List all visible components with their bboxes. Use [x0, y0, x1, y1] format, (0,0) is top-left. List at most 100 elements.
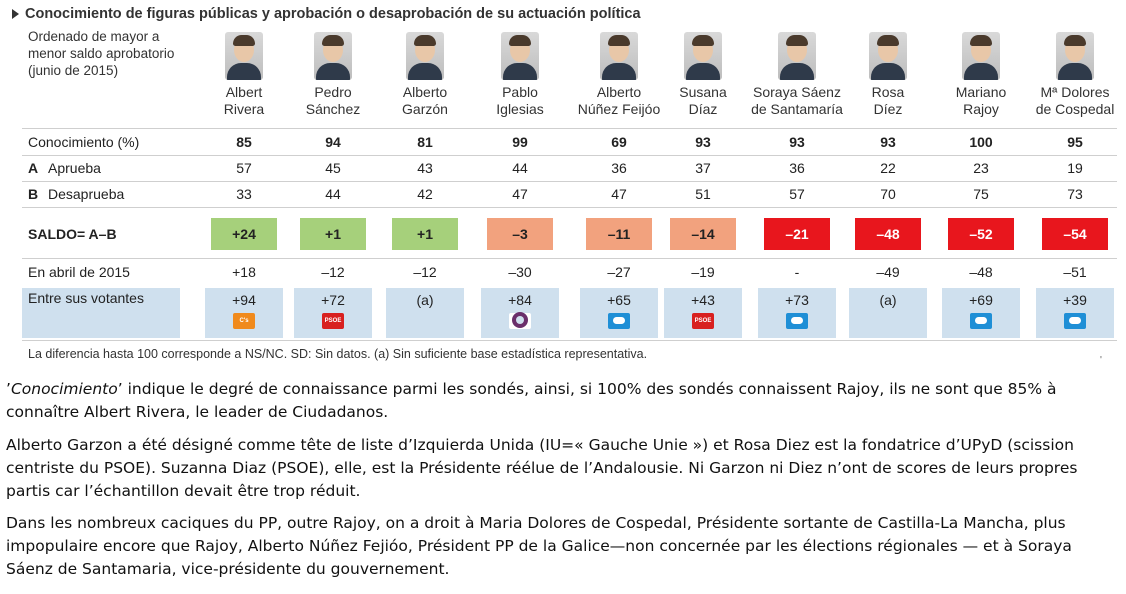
voters-value: +39 — [1063, 292, 1087, 308]
voters-label-band — [22, 288, 180, 338]
politician-header: Alberto Garzón — [377, 32, 473, 118]
politician-last-name: de Cospedal — [1035, 101, 1115, 117]
disapprove-value: 75 — [973, 186, 989, 202]
disapprove-value: 47 — [512, 186, 528, 202]
knowledge-label: Conocimiento (%) — [28, 134, 140, 150]
approve-letter: A — [28, 160, 39, 176]
knowledge-value: 94 — [325, 134, 341, 150]
disapprove-value: 47 — [611, 186, 627, 202]
knowledge-value: 93 — [880, 134, 896, 150]
disapprove-value: 42 — [417, 186, 433, 202]
disapprove-text: Desaprueba — [48, 186, 125, 202]
voters-value: +94 — [232, 292, 256, 308]
voters-cell: (a) — [386, 288, 464, 338]
politician-last-name: Sánchez — [305, 101, 361, 117]
politician-header: Soraya Sáenz de Santamaría — [749, 32, 845, 118]
figure-footnote: La diferencia hasta 100 corresponde a NS… — [28, 347, 648, 361]
april-saldo-value: –49 — [876, 264, 900, 280]
approve-value: 44 — [512, 160, 528, 176]
portrait-photo — [600, 32, 638, 80]
politician-last-name: Rivera — [223, 101, 265, 117]
portrait-photo — [1056, 32, 1094, 80]
disapprove-value: 73 — [1067, 186, 1083, 202]
triangle-bullet-icon — [12, 9, 19, 19]
disapprove-label: B Desaprueba — [28, 186, 124, 202]
pp-logo — [970, 313, 992, 329]
politician-first-name: Mariano — [955, 84, 1007, 100]
approve-label: A Aprueba — [28, 160, 101, 176]
comment-paragraph-2: Alberto Garzon a été désigné comme tête … — [6, 436, 1078, 500]
politician-first-name: Pedro — [314, 84, 352, 100]
politician-first-name: Albert — [225, 84, 263, 100]
portrait-photo — [406, 32, 444, 80]
corner-mark: ' — [1100, 355, 1102, 366]
podemos-logo — [509, 312, 531, 329]
voters-value: (a) — [879, 292, 897, 308]
politician-last-name: Iglesias — [496, 101, 544, 117]
knowledge-value: 69 — [611, 134, 627, 150]
april-label: En abril de 2015 — [28, 264, 130, 280]
comment-p1-text: ’ indique le degré de connaissance parmi… — [6, 380, 1057, 421]
saldo-value: –11 — [586, 218, 652, 250]
april-saldo-value: –30 — [508, 264, 532, 280]
voters-cell: +94 C's — [205, 288, 283, 338]
psoe-logo: PSOE — [322, 313, 344, 329]
politician-header: Pablo Iglesias — [472, 32, 568, 118]
politician-header: Alberto Núñez Feijóo — [571, 32, 667, 118]
disapprove-value: 44 — [325, 186, 341, 202]
politician-first-name: Susana — [679, 84, 727, 100]
voters-value: (a) — [416, 292, 434, 308]
saldo-value: +24 — [211, 218, 277, 250]
voters-cell: +65 — [580, 288, 658, 338]
saldo-value: –54 — [1042, 218, 1108, 250]
disapprove-value: 70 — [880, 186, 896, 202]
saldo-value: –52 — [948, 218, 1014, 250]
approve-value: 43 — [417, 160, 433, 176]
portrait-photo — [962, 32, 1000, 80]
portrait-photo — [684, 32, 722, 80]
voters-value: +84 — [508, 292, 532, 308]
april-saldo-value: –48 — [969, 264, 993, 280]
april-saldo-value: +18 — [232, 264, 256, 280]
portrait-photo — [225, 32, 263, 80]
politician-first-name: Alberto — [402, 84, 448, 100]
saldo-value: +1 — [392, 218, 458, 250]
approve-value: 19 — [1067, 160, 1083, 176]
poll-figure: Conocimiento de figuras públicas y aprob… — [12, 6, 1123, 366]
voters-cell: +69 — [942, 288, 1020, 338]
saldo-value: –21 — [764, 218, 830, 250]
politician-first-name: Alberto — [596, 84, 642, 100]
politician-header: Pedro Sánchez — [285, 32, 381, 118]
april-saldo-value: –27 — [607, 264, 631, 280]
figure-title: Conocimiento de figuras públicas y aprob… — [12, 6, 641, 22]
psoe-logo: PSOE — [692, 313, 714, 329]
knowledge-value: 99 — [512, 134, 528, 150]
portrait-photo — [869, 32, 907, 80]
approve-value: 36 — [789, 160, 805, 176]
disapprove-value: 57 — [789, 186, 805, 202]
voters-value: +69 — [969, 292, 993, 308]
voters-cell: +43 PSOE — [664, 288, 742, 338]
approve-value: 45 — [325, 160, 341, 176]
saldo-value: –14 — [670, 218, 736, 250]
pp-logo — [1064, 313, 1086, 329]
april-saldo-value: - — [794, 264, 800, 280]
approve-value: 37 — [695, 160, 711, 176]
row-divider — [22, 207, 1117, 208]
politician-last-name: de Santamaría — [751, 101, 843, 117]
pp-logo — [608, 313, 630, 329]
knowledge-value: 81 — [417, 134, 433, 150]
politician-last-name: Díaz — [688, 101, 718, 117]
politician-header: Mª Dolores de Cospedal — [1027, 32, 1123, 118]
saldo-value: –48 — [855, 218, 921, 250]
april-saldo-value: –12 — [413, 264, 437, 280]
saldo-label: SALDO= A–B — [28, 226, 117, 242]
approve-value: 36 — [611, 160, 627, 176]
figure-title-text: Conocimiento de figuras públicas y aprob… — [25, 6, 641, 22]
portrait-photo — [314, 32, 352, 80]
disapprove-value: 51 — [695, 186, 711, 202]
pp-logo — [786, 313, 808, 329]
politician-header: Rosa Díez — [840, 32, 936, 118]
disapprove-value: 33 — [236, 186, 252, 202]
row-divider — [22, 128, 1117, 129]
